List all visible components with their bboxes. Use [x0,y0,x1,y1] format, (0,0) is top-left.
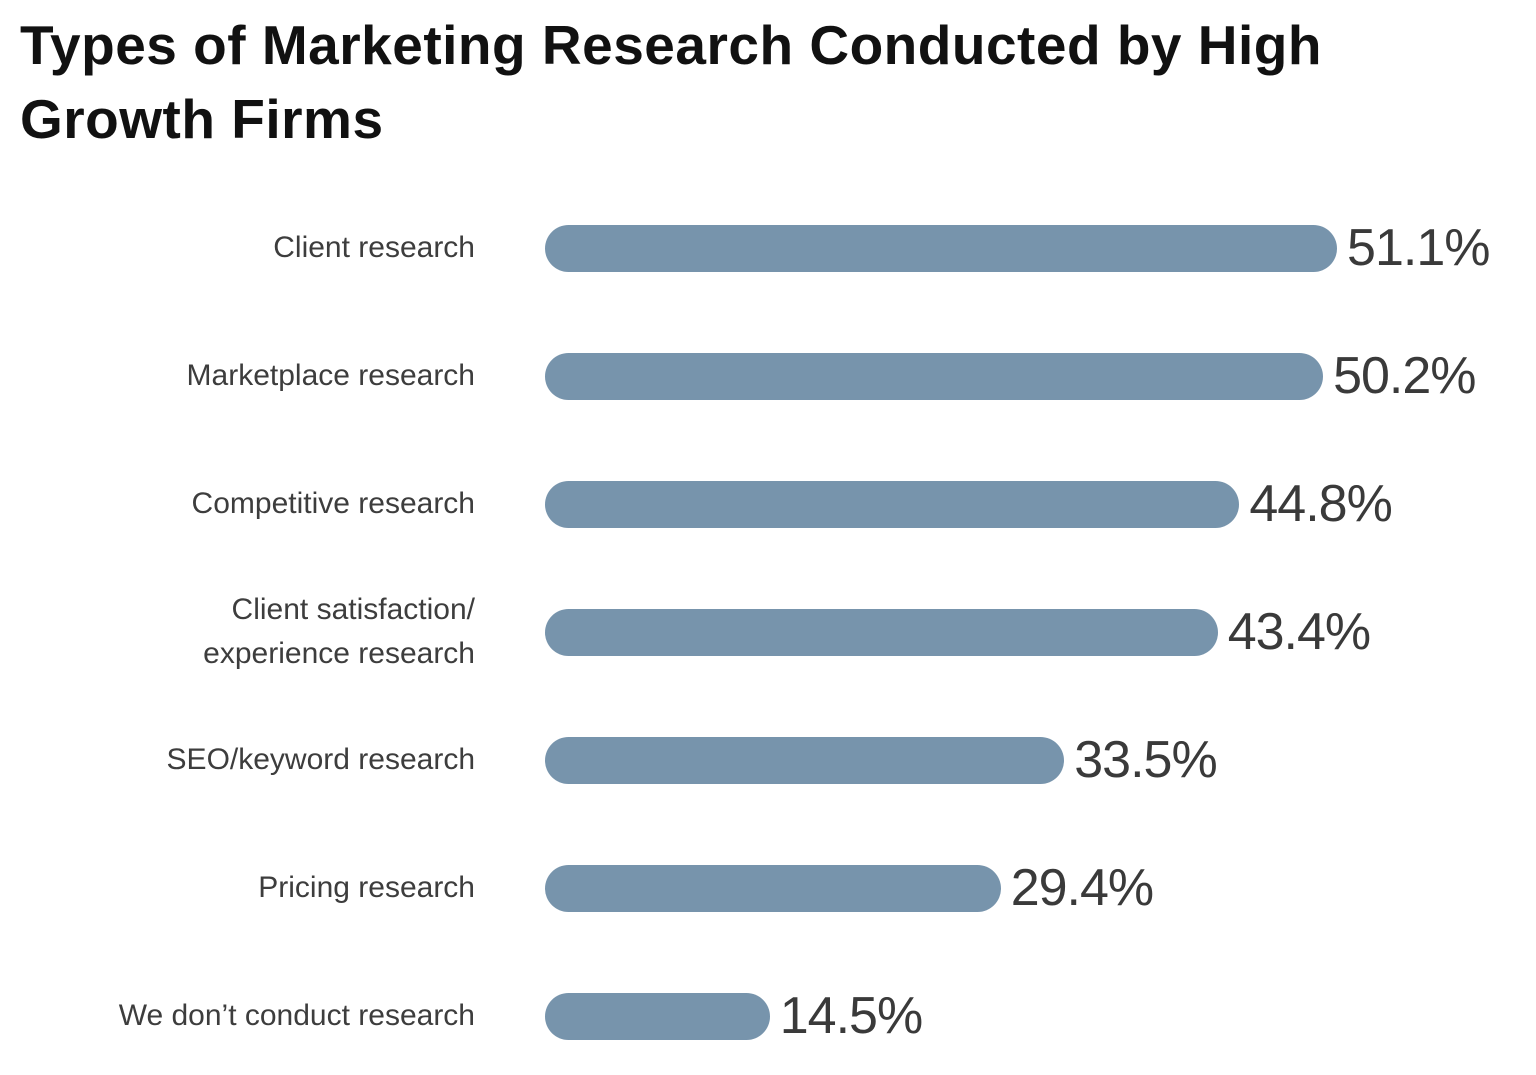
category-label: Competitive research [191,487,475,520]
value-label: 29.4% [1010,859,1154,917]
category-label: SEO/keyword research [166,743,475,776]
value-label: 50.2% [1333,347,1476,405]
chart-title: Types of Marketing Research Conducted by… [0,0,1536,156]
bar-row: Client satisfaction/experience research … [0,568,1536,696]
bar [545,992,770,1040]
bar-row: Competitive research 44.8% [0,440,1536,568]
chart-title-line-2: Growth Firms [20,88,384,150]
category-label: Marketplace research [186,359,475,392]
value-label: 43.4% [1227,603,1371,661]
bar-row: Marketplace research 50.2% [0,312,1536,440]
category-label: Pricing research [258,871,475,904]
bar [545,352,1324,400]
bar-row: SEO/keyword research 33.5% [0,696,1536,824]
chart-title-line-1: Types of Marketing Research Conducted by… [20,14,1322,76]
bar [545,480,1240,528]
bar-row: Pricing research 29.4% [0,824,1536,952]
bar [545,608,1218,656]
value-label: 44.8% [1249,475,1392,533]
bar [545,864,1001,912]
bar [545,224,1338,272]
value-label: 51.1% [1347,219,1490,277]
category-label: We don’t conduct research [118,999,475,1032]
bar [545,736,1065,784]
bar-row: Client research 51.1% [0,184,1536,312]
category-label: Client satisfaction/experience research [203,593,475,670]
value-label: 14.5% [779,987,923,1045]
bar-row: We don’t conduct research 14.5% [0,952,1536,1075]
value-label: 33.5% [1074,731,1217,789]
category-label: Client research [273,231,475,264]
bar-chart: Client research 51.1% Marketplace resear… [0,184,1536,1075]
